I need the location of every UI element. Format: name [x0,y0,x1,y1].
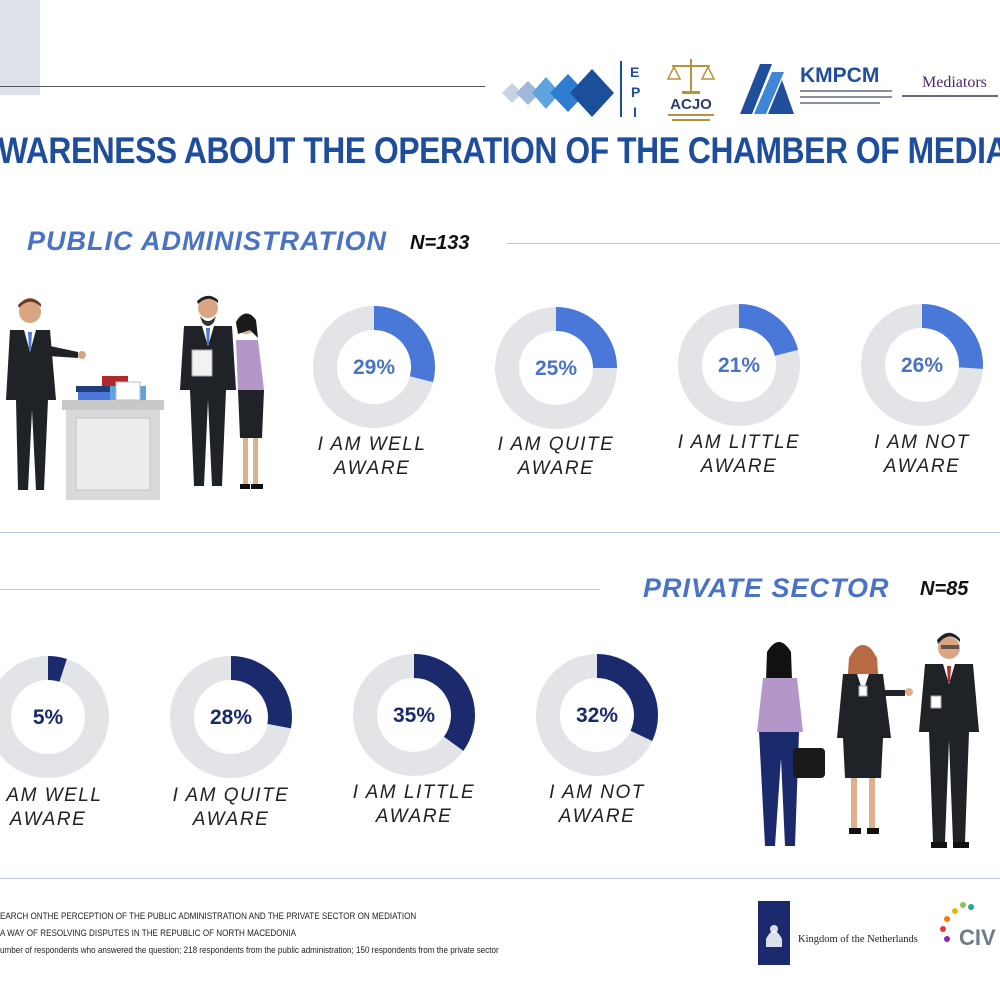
donut-segment [738,304,799,357]
private-donut-quite-aware: 28% [170,656,292,778]
kmpcm-logo-text: KMPCM [800,64,879,87]
label-line-1: I AM WELL [0,785,103,806]
public-donut-not-aware: 26% [861,304,983,426]
acjo-logo-text: ACJO [670,96,712,113]
label-line-1: I AM LITTLE [677,432,801,453]
private-label-well-aware: I AM WELL AWARE [0,784,128,832]
kmpcm-logo: KMPCM [740,64,892,114]
epi-logo-letter-i: I [633,104,637,120]
footnote-2: A WAY OF RESOLVING DISPUTES IN THE REPUB… [0,928,296,939]
donut-value-label: 29% [353,356,395,379]
section-rule-right [507,243,1000,244]
label-line-2: AWARE [192,809,270,830]
label-line-1: I AM WELL [317,434,427,455]
label-line-2: AWARE [375,806,453,827]
public-label-not-aware: I AM NOT AWARE [842,431,1000,479]
donut-segment [373,306,435,383]
header-accent-block [0,0,40,95]
label-line-2: AWARE [9,809,87,830]
donut-segment [596,654,658,741]
epi-logo-letter-e: E [630,64,639,80]
donut-value-label: 28% [210,706,252,729]
footer-divider [0,878,1000,879]
donut-value-label: 25% [535,357,577,380]
label-line-1: I AM QUITE [172,785,290,806]
private-donut-little-aware: 35% [353,654,475,776]
section-rule-left [0,589,600,590]
label-line-2: AWARE [700,456,778,477]
footnote-1: EARCH ONTHE PERCEPTION OF THE PUBLIC ADM… [0,911,417,922]
donut-value-label: 26% [901,354,943,377]
label-line-1: I AM NOT [874,432,970,453]
footnotes: EARCH ONTHE PERCEPTION OF THE PUBLIC ADM… [0,908,587,959]
donut-value-label: 32% [576,704,618,727]
public-donut-quite-aware: 25% [495,307,617,429]
public-administration-title: PUBLIC ADMINISTRATION [27,226,387,256]
civica-logo: CIV [940,902,996,950]
private-donut-not-aware: 32% [536,654,658,776]
public-donut-little-aware: 21% [678,304,800,426]
public-administration-sample-size: N=133 [410,232,470,254]
epi-logo: E P I [502,61,640,120]
footnote-3: umber of respondents who answered the qu… [0,945,499,956]
private-label-quite-aware: I AM QUITE AWARE [151,784,311,832]
mediators-logo: Mediators [902,74,998,97]
donut-value-label: 35% [393,704,435,727]
header-divider [0,86,485,87]
netherlands-logo: Kingdom of the Netherlands [758,901,918,965]
private-sector-title: PRIVATE SECTOR [643,573,890,603]
netherlands-logo-text: Kingdom of the Netherlands [798,934,918,945]
section-divider [0,532,1000,533]
page-title: WARENESS ABOUT THE OPERATION OF THE CHAM… [0,130,1000,171]
donut-value-label: 5% [33,706,64,729]
acjo-logo: ACJO [666,59,716,121]
public-label-quite-aware: I AM QUITE AWARE [476,433,636,481]
mediators-logo-text: Mediators [922,74,987,91]
label-line-2: AWARE [517,458,595,479]
public-administration-people-illustration [6,295,264,500]
label-line-1: I AM QUITE [497,434,615,455]
donut-segment [47,656,67,682]
epi-logo-letter-p: P [631,84,640,100]
private-sector-sample-size: N=85 [920,578,969,600]
private-donut-well-aware: 5% [0,656,109,778]
label-line-2: AWARE [558,806,636,827]
private-label-not-aware: I AM NOT AWARE [517,781,677,829]
label-line-2: AWARE [883,456,961,477]
donut-segment [921,304,983,369]
donut-value-label: 21% [718,354,760,377]
donut-segment [413,654,475,751]
civica-logo-text: CIV [959,925,996,950]
label-line-1: I AM LITTLE [352,782,476,803]
label-line-2: AWARE [333,458,411,479]
private-label-little-aware: I AM LITTLE AWARE [334,781,494,829]
public-label-little-aware: I AM LITTLE AWARE [659,431,819,479]
private-sector-people-illustration [757,632,979,848]
donut-segment [230,656,292,729]
label-line-1: I AM NOT [549,782,645,803]
public-label-well-aware: I AM WELL AWARE [292,433,452,481]
public-donut-well-aware: 29% [313,306,435,428]
donut-segment [555,307,617,369]
